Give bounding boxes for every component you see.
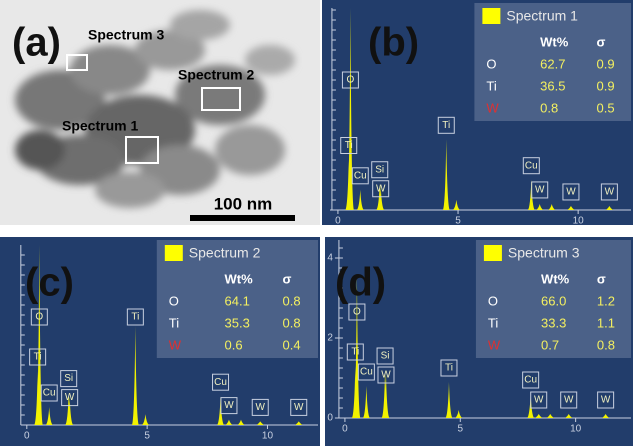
figure: Spectrum 3 Spectrum 2 Spectrum 1 (a) 100…	[0, 0, 633, 446]
sigma: 0.9	[597, 56, 615, 71]
sigma: 0.8	[283, 315, 301, 330]
element: W	[486, 100, 499, 115]
peak-label: W	[534, 395, 544, 406]
table-header: Wt%	[225, 271, 254, 286]
sigma: 0.8	[597, 337, 615, 352]
peak-label: W	[256, 402, 266, 413]
peak-label: W	[381, 370, 391, 381]
peak-label: O	[35, 312, 43, 323]
element: O	[169, 293, 179, 308]
peak-label: W	[65, 392, 75, 403]
peak-label: Si	[64, 373, 73, 384]
peak-label: W	[224, 400, 234, 411]
legend-label: Spectrum 2	[189, 245, 261, 261]
sigma: 0.5	[597, 100, 615, 115]
peak-label: Cu	[354, 170, 367, 181]
peak-label: Ti	[131, 312, 139, 323]
element: Ti	[486, 78, 496, 93]
peak-label: Cu	[524, 375, 537, 386]
region-label: Spectrum 2	[178, 67, 254, 83]
peak-label: Ti	[34, 352, 42, 363]
weight-percent: 36.5	[540, 78, 565, 93]
weight-percent: 33.3	[541, 315, 566, 330]
spectrum-panel: 0 5 10 O Ti Cu Si W Ti Cu W W W (b) Spectrum 1 Wt% σ O 62.…	[322, 0, 633, 227]
weight-percent: 66.0	[541, 293, 566, 308]
x-tick-label: 0	[335, 216, 341, 227]
weight-percent: 64.1	[225, 293, 250, 308]
x-tick-label: 5	[457, 424, 463, 435]
table-header: Wt%	[540, 34, 569, 49]
table-header: σ	[597, 34, 606, 49]
element: O	[488, 293, 498, 308]
x-tick-label: 0	[24, 431, 30, 442]
peak-label: W	[601, 395, 611, 406]
weight-percent: 35.3	[225, 315, 250, 330]
legend-swatch	[482, 8, 500, 24]
legend-swatch	[484, 245, 502, 261]
peak-label: W	[605, 187, 615, 198]
peak-label: Cu	[43, 388, 56, 399]
peak-label: Ti	[442, 120, 450, 131]
peak-label: Cu	[214, 377, 227, 388]
sigma: 0.9	[597, 78, 615, 93]
legend-swatch	[165, 245, 183, 261]
peak-label: Cu	[525, 160, 538, 171]
peak-label: Si	[375, 164, 384, 175]
table-header: σ	[283, 271, 292, 286]
region-label: Spectrum 3	[88, 27, 164, 43]
element: Ti	[488, 315, 498, 330]
x-tick-label: 5	[144, 431, 150, 442]
region-label: Spectrum 1	[62, 118, 138, 134]
element: W	[169, 337, 182, 352]
peak-label: W	[566, 187, 576, 198]
peak-label: W	[294, 402, 304, 413]
peak-label: Ti	[351, 347, 359, 358]
x-tick-label: 10	[262, 431, 274, 442]
y-tick-label: 0	[327, 413, 333, 424]
peak-label: Ti	[445, 363, 453, 374]
x-tick-label: 10	[570, 424, 582, 435]
sigma: 0.8	[283, 293, 301, 308]
weight-percent: 62.7	[540, 56, 565, 71]
element: Ti	[169, 315, 179, 330]
peak-label: O	[347, 75, 355, 86]
weight-percent: 0.8	[540, 100, 558, 115]
sigma: 1.1	[597, 315, 615, 330]
peak-label: Ti	[345, 140, 353, 151]
peak-label: Cu	[360, 367, 373, 378]
table-header: Wt%	[541, 271, 570, 286]
weight-percent: 0.6	[225, 337, 243, 352]
legend-label: Spectrum 1	[506, 8, 578, 24]
x-tick-label: 0	[342, 424, 348, 435]
element: W	[488, 337, 501, 352]
peak-label: W	[376, 183, 386, 194]
panel-label: (d)	[335, 261, 386, 305]
peak-label: W	[564, 395, 574, 406]
panel-label: (a)	[12, 21, 61, 65]
panel-label: (c)	[25, 261, 74, 305]
element: O	[486, 56, 496, 71]
peak-label: W	[535, 185, 545, 196]
peak-label: O	[353, 307, 361, 318]
scale-bar-label: 100 nm	[214, 194, 273, 213]
weight-percent: 0.7	[541, 337, 559, 352]
y-tick-label: 4	[327, 253, 333, 264]
x-tick-label: 5	[455, 216, 461, 227]
sigma: 1.2	[597, 293, 615, 308]
table-header: σ	[597, 271, 606, 286]
x-tick-label: 10	[573, 216, 585, 227]
spectrum-panel: 0 5 10 O Ti Cu Si W Ti Cu W W W (c) Spectrum 2 Wt% σ O 64.…	[0, 237, 320, 446]
legend-label: Spectrum 3	[508, 245, 580, 261]
y-tick-label: 2	[327, 333, 333, 344]
panel-label: (b)	[368, 21, 419, 65]
tem-panel: Spectrum 3 Spectrum 2 Spectrum 1 (a) 100…	[0, 0, 320, 225]
sigma: 0.4	[283, 337, 301, 352]
peak-label: Si	[381, 351, 390, 362]
